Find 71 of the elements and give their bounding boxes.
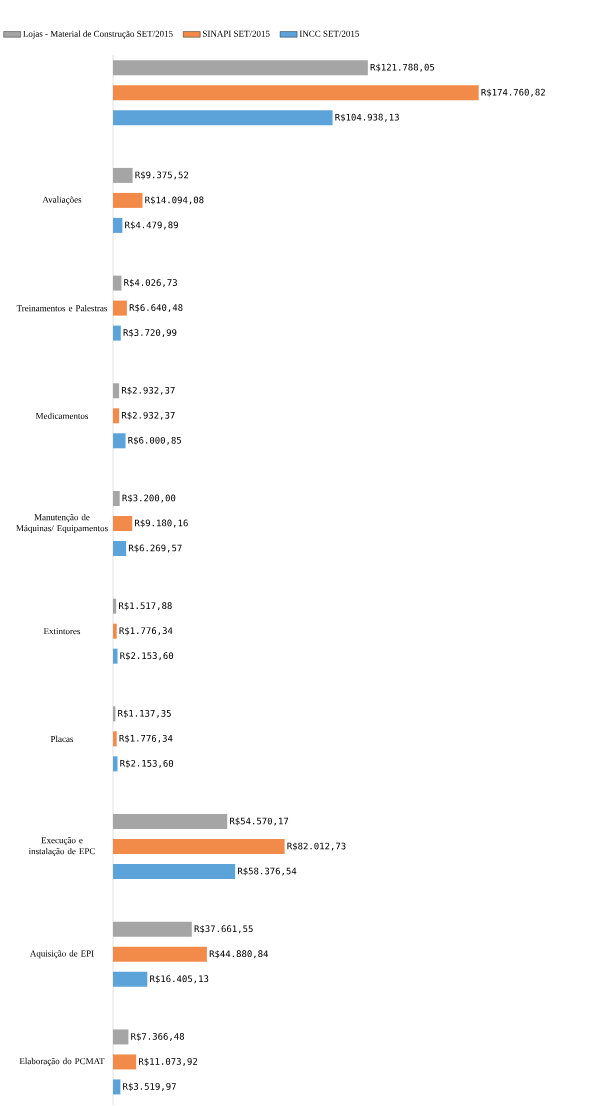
bar xyxy=(113,515,133,531)
bar xyxy=(113,408,120,424)
data-label: R$11.073,92 xyxy=(139,1057,197,1066)
data-label: R$104.938,13 xyxy=(335,113,399,122)
bar xyxy=(113,217,123,233)
bar xyxy=(113,325,121,341)
data-label: R$1.517,88 xyxy=(119,602,172,611)
y-tick-label: Avaliações xyxy=(42,196,82,205)
legend-label: INCC SET/2015 xyxy=(299,30,359,37)
bar xyxy=(113,300,127,316)
bar xyxy=(113,623,117,639)
data-label: R$1.137,35 xyxy=(118,709,171,718)
data-label: R$2.932,37 xyxy=(121,411,175,420)
data-label: R$174.760,82 xyxy=(481,88,545,97)
bar xyxy=(113,839,285,855)
bar xyxy=(113,433,126,449)
bar xyxy=(113,60,368,76)
bar xyxy=(113,1029,129,1045)
data-label: R$58.376,54 xyxy=(237,867,297,876)
data-label: R$14.094,08 xyxy=(145,196,204,205)
data-label: R$9.180,16 xyxy=(135,519,188,528)
bar xyxy=(113,921,192,937)
bar xyxy=(113,864,236,880)
bar xyxy=(113,971,148,987)
y-tick-label: Execução e instalação de EPC xyxy=(28,837,95,857)
data-label: R$4.479,89 xyxy=(125,221,178,230)
y-tick-label: Treinamentos e Palestras xyxy=(16,304,108,312)
data-label: R$4.026,73 xyxy=(124,279,177,288)
bar xyxy=(113,648,118,664)
data-label: R$1.776,34 xyxy=(119,734,173,743)
data-label: R$3.200,00 xyxy=(122,494,176,503)
data-label: R$2.153,60 xyxy=(120,652,174,661)
data-label: R$7.366,48 xyxy=(131,1032,185,1041)
legend-label: SINAPI SET/2015 xyxy=(203,30,270,37)
data-label: R$16.405,13 xyxy=(150,975,209,984)
data-label: R$44.880,84 xyxy=(209,950,269,959)
data-label: R$2.153,60 xyxy=(120,759,174,768)
data-label: R$9.375,52 xyxy=(135,171,189,180)
data-label: R$6.640,48 xyxy=(129,304,183,313)
bar xyxy=(113,275,122,291)
data-label: R$121.788,05 xyxy=(370,63,435,72)
y-tick-label: Medicamentos xyxy=(35,412,89,419)
data-label: R$54.570,17 xyxy=(230,817,289,826)
data-label: R$3.720,99 xyxy=(123,329,177,338)
data-label: R$6.000,85 xyxy=(128,436,182,445)
data-label: R$6.269,57 xyxy=(128,544,182,553)
y-tick-label: Manutenção de Máquinas/ Equipamentos xyxy=(16,513,108,534)
bar xyxy=(113,1079,121,1095)
bar xyxy=(113,85,479,101)
bar xyxy=(113,814,228,830)
bar xyxy=(113,192,143,208)
y-tick-label: Extintores xyxy=(43,628,81,635)
data-label: R$3.519,97 xyxy=(123,1082,176,1091)
bar xyxy=(113,167,133,183)
y-tick-label: Placas xyxy=(50,735,74,743)
y-tick-label: Aquisição de EPI xyxy=(29,950,94,959)
data-label: R$2.932,37 xyxy=(121,386,175,395)
data-label: R$1.776,34 xyxy=(119,627,173,636)
bar xyxy=(113,756,118,772)
y-tick-label: Elaboração do PCMAT xyxy=(19,1057,105,1066)
data-label: R$82.012,73 xyxy=(287,842,346,851)
bar xyxy=(113,1054,137,1070)
bar xyxy=(113,490,120,506)
data-label: R$37.661,55 xyxy=(194,925,253,934)
legend-label: Lojas - Material de Construção SET/2015 xyxy=(23,30,173,39)
bar xyxy=(113,540,127,556)
bar xyxy=(113,383,120,399)
bar xyxy=(113,731,117,747)
bar xyxy=(113,946,207,962)
bar xyxy=(113,110,333,126)
bar xyxy=(113,598,117,614)
